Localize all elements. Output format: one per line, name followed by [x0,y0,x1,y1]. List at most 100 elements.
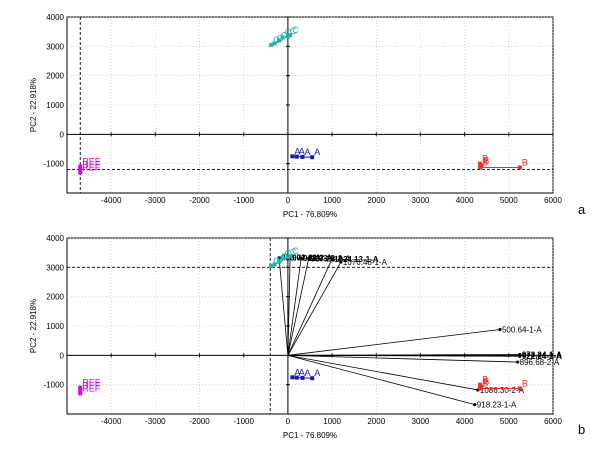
loading-label: 973.24-1-A [522,350,562,359]
group-marker [285,255,290,260]
y-tick-label: -1000 [44,160,65,169]
loading-vector [287,258,333,356]
group-marker [78,385,83,390]
x-tick-label: -1000 [233,196,254,205]
x-tick-label: 1000 [323,417,341,426]
group-point-label: REF [82,162,101,172]
group-point-label: A [294,146,300,156]
loading-vector [287,354,478,391]
group-marker [78,164,83,169]
group-marker [288,33,293,38]
group-point-label: C [290,247,297,257]
group-point-label: REF [82,378,101,388]
y-tick-label: 1000 [46,322,64,331]
loading-label: 937.28-1-A [311,255,351,264]
group-point-label: REF [82,157,101,167]
group-marker [78,167,83,172]
loading-point [339,260,343,264]
y-tick-label: 4000 [46,234,64,243]
group-marker [280,35,285,40]
loading-vector [287,354,520,357]
x-tick-label: -1000 [233,417,254,426]
loading-label: 1086.30-2-A [480,386,525,395]
loading-point [277,256,281,260]
y-tick-label: 3000 [46,263,64,272]
group-b: BBB B [478,375,528,391]
group-marker [294,375,299,380]
loading-vector [287,257,291,356]
loadings: 500.64-1-A 973.24-1-A922.24-2-A896.68-2-A… [277,254,562,410]
group-point-label: C [285,28,292,38]
group-marker [277,259,282,264]
group-b: BBB B [478,154,528,170]
group-point-label: C [292,246,299,256]
loading-label: 901.48-2-A [292,254,332,263]
panel-letter: a [578,202,586,217]
loading-vector [287,258,302,356]
group-point-label: A [314,147,320,157]
group-point-label: REF [82,160,101,170]
panel-a: -4000 -3000 -2000 -1000 0 1000 2000 3000 4000 500… [29,13,562,219]
group-marker [288,254,293,259]
y-tick-label: 1000 [46,101,64,110]
x-tick-label: 0 [286,417,291,426]
y-axis-label: PC2 - 22.918% [29,299,38,353]
x-axis-label: PC1 - 76.809% [283,431,337,440]
group-a: AA A A [290,367,320,381]
x-tick-label: 3000 [412,417,430,426]
grid [67,16,554,193]
group-marker [478,386,483,391]
loading-label: 883.72-2-A [281,254,321,263]
group-point-label: B [522,157,528,167]
group-point-label: B [482,375,488,385]
group-point-label: B [483,377,489,387]
x-tick-label: 5000 [500,417,518,426]
loading-vector [278,257,289,356]
group-marker [285,34,290,39]
group-point-label: C [281,251,288,261]
group-marker [478,165,483,170]
group-marker [478,161,483,166]
group-point-label: A [299,368,305,378]
group-marker [269,42,274,47]
group-point-label: C [285,249,292,259]
group-marker [78,170,83,175]
x-tick-label: -3000 [145,417,166,426]
group-point-label: B [482,157,488,167]
group-marker [300,154,305,159]
x-tick-label: 4000 [456,417,474,426]
group-line [292,376,313,379]
x-tick-label: -2000 [189,196,210,205]
group-point-label: C [281,30,288,40]
group-marker [272,41,277,46]
group-marker [78,391,83,396]
group-point-label: REF [82,383,101,393]
loading-point [473,403,477,407]
group-point-label: B [483,156,489,166]
x-tick-label: -4000 [101,417,122,426]
loading-vector [287,354,518,363]
loading-label: 500.64-1-A [502,326,542,335]
group-point-label: C [273,256,280,266]
group-marker [478,382,483,387]
group-marker [277,38,282,43]
loading-point [330,257,334,261]
loading-label: 896.68-2-A [520,358,560,367]
loading-vector [287,354,475,406]
x-tick-label: -3000 [145,196,166,205]
group-point-label: B [482,378,488,388]
y-tick-label: 0 [60,130,65,139]
loading-label: 922.24-2-A [522,352,562,361]
y-axis-label: PC2 - 22.918% [29,78,38,132]
x-tick-label: 3000 [412,196,430,205]
x-tick-label: 6000 [544,417,562,426]
group-marker [78,388,83,393]
loading-vector [287,261,342,356]
y-tick-label: 3000 [46,42,64,51]
x-tick-label: 2000 [367,196,385,205]
group-point-label: A [294,367,300,377]
